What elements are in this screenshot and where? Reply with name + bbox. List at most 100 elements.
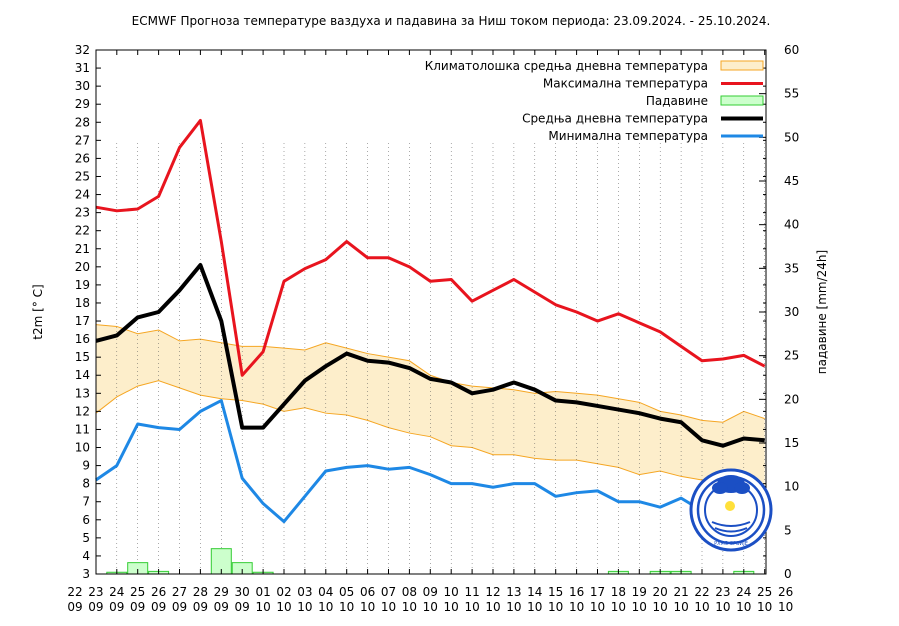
y-tick-label: 9 (82, 459, 90, 473)
y2-tick-label: 15 (784, 436, 799, 450)
x-tick-month: 09 (88, 600, 103, 614)
y-tick-label: 28 (75, 115, 90, 129)
y-tick-label: 29 (75, 97, 90, 111)
x-tick-day: 30 (235, 585, 250, 599)
y2-tick-label: 25 (784, 349, 799, 363)
x-tick-day: 17 (590, 585, 605, 599)
y-tick-label: 15 (75, 350, 90, 364)
x-tick-day: 23 (88, 585, 103, 599)
y2-tick-label: 50 (784, 130, 799, 144)
y-tick-label: 30 (75, 79, 90, 93)
y2-tick-label: 60 (784, 43, 799, 57)
x-tick-month: 10 (255, 600, 270, 614)
x-tick-month: 10 (444, 600, 459, 614)
x-tick-day: 02 (276, 585, 291, 599)
x-tick-month: 10 (569, 600, 584, 614)
x-tick-day: 28 (193, 585, 208, 599)
y-tick-label: 5 (82, 531, 90, 545)
y-tick-label: 25 (75, 169, 90, 183)
x-tick-day: 20 (653, 585, 668, 599)
x-tick-month: 09 (172, 600, 187, 614)
x-tick-day: 07 (381, 585, 396, 599)
chart-title: ECMWF Прогноза температуре ваздуха и пад… (132, 14, 771, 28)
series-line (95, 118, 766, 377)
x-tick-month: 09 (235, 600, 250, 614)
x-tick-month: 09 (130, 600, 145, 614)
x-tick-month: 10 (736, 600, 751, 614)
x-tick-day: 11 (464, 585, 479, 599)
y-axis-right: 0 5 10 15 20 25 30 35 40 45 50 55 60 (759, 43, 799, 581)
y2-tick-label: 30 (784, 305, 799, 319)
x-tick-month: 10 (548, 600, 563, 614)
y2-tick-label: 40 (784, 218, 799, 232)
legend-label: Максимална температура (543, 77, 708, 91)
x-tick-day: 23 (715, 585, 730, 599)
y-tick-label: 18 (75, 296, 90, 310)
x-tick-month: 10 (360, 600, 375, 614)
legend-swatch (720, 95, 764, 106)
y-tick-label: 32 (75, 43, 90, 57)
y2-tick-label: 55 (784, 87, 799, 101)
x-tick-month: 10 (402, 600, 417, 614)
y2-tick-label: 35 (784, 261, 799, 275)
x-tick-day: 18 (611, 585, 626, 599)
y-tick-label: 4 (82, 549, 90, 563)
x-tick-month: 10 (694, 600, 709, 614)
series-line (95, 263, 765, 448)
x-tick-day: 25 (757, 585, 772, 599)
y-tick-label: 26 (75, 151, 90, 165)
x-tick-day: 08 (402, 585, 417, 599)
y2-tick-label: 10 (784, 480, 799, 494)
x-tick-month: 10 (464, 600, 479, 614)
x-tick-month: 10 (715, 600, 730, 614)
y2-axis-label: падавине [mm/24h] (815, 250, 829, 374)
x-tick-day: 12 (485, 585, 500, 599)
y-tick-label: 6 (82, 513, 90, 527)
y-tick-label: 17 (75, 314, 90, 328)
x-tick-day: 05 (339, 585, 354, 599)
x-tick-month: 10 (527, 600, 542, 614)
x-tick-month: 10 (339, 600, 354, 614)
y-tick-label: 13 (75, 386, 90, 400)
x-tick-day: 01 (255, 585, 270, 599)
rhmz-logo: РХМЗ СРБИЈЕ (689, 468, 773, 552)
x-tick-day: 24 (736, 585, 751, 599)
x-tick-day: 26 (778, 585, 793, 599)
y-tick-label: 27 (75, 133, 90, 147)
x-tick-month: 09 (67, 600, 82, 614)
y-tick-label: 3 (82, 567, 90, 581)
x-tick-day: 19 (632, 585, 647, 599)
x-tick-day: 16 (569, 585, 584, 599)
x-tick-month: 10 (673, 600, 688, 614)
legend: Климатолошка средња дневна температура Ма… (425, 59, 764, 143)
series-layer (95, 118, 766, 524)
x-tick-day: 21 (673, 585, 688, 599)
x-tick-month: 10 (653, 600, 668, 614)
y-axis-left: 3 4 5 6 7 8 9 10 11 12 13 14 15 16 17 18 19 20 21 22 23 24 25 2… (75, 43, 766, 581)
y-tick-label: 16 (75, 332, 90, 346)
x-tick-day: 14 (527, 585, 542, 599)
x-tick-month: 10 (590, 600, 605, 614)
y-tick-label: 21 (75, 242, 90, 256)
x-tick-day: 09 (423, 585, 438, 599)
y-tick-label: 11 (75, 422, 90, 436)
y-tick-label: 12 (75, 404, 90, 418)
legend-swatch (720, 60, 764, 71)
x-tick-month: 10 (318, 600, 333, 614)
x-tick-day: 26 (151, 585, 166, 599)
x-tick-month: 10 (423, 600, 438, 614)
x-tick-month: 10 (778, 600, 793, 614)
x-tick-month: 09 (109, 600, 124, 614)
x-tick-day: 15 (548, 585, 563, 599)
y-tick-label: 10 (75, 441, 90, 455)
x-tick-month: 10 (297, 600, 312, 614)
y-tick-label: 24 (75, 188, 90, 202)
legend-label: Климатолошка средња дневна температура (425, 59, 708, 73)
x-tick-month: 10 (757, 600, 772, 614)
y-tick-label: 22 (75, 224, 90, 238)
x-tick-month: 10 (381, 600, 396, 614)
x-tick-month: 10 (276, 600, 291, 614)
x-tick-day: 03 (297, 585, 312, 599)
x-tick-day: 06 (360, 585, 375, 599)
